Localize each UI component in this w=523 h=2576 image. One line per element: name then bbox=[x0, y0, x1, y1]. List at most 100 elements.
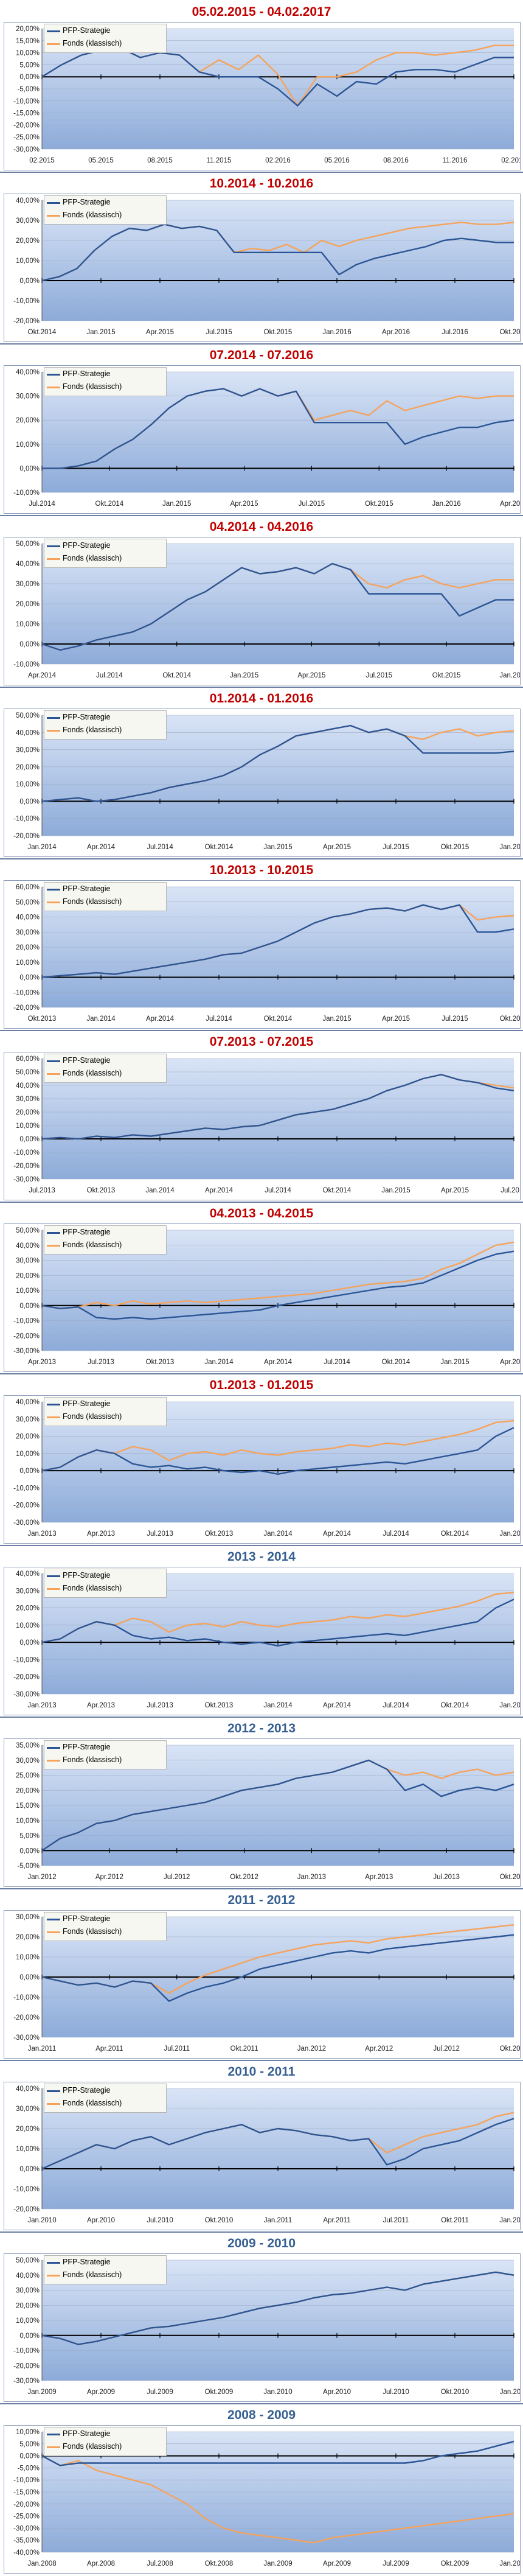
legend-swatch-fund bbox=[47, 1760, 60, 1762]
chart-legend: PFP-Strategie Fonds (klassisch) bbox=[44, 1912, 167, 1941]
y-tick-label: 0,00% bbox=[19, 2453, 40, 2460]
x-tick-label: 08.2015 bbox=[147, 157, 173, 164]
x-tick-label: Okt.2010 bbox=[441, 2389, 469, 2396]
x-tick-label: 11.2015 bbox=[207, 157, 232, 164]
y-tick-label: -5,00% bbox=[18, 2465, 40, 2472]
chart-frame: 40,00% 30,00% 20,00% 10,00% 0,00% -10,00% -20,… bbox=[4, 194, 521, 342]
y-tick-label: 15,00% bbox=[16, 1802, 40, 1810]
legend-label-fund: Fonds (klassisch) bbox=[63, 897, 122, 906]
y-tick-label: 40,00% bbox=[16, 2085, 40, 2093]
y-tick-label: -25,00% bbox=[13, 2513, 40, 2521]
chart-panel: 07.2014 - 07.2016 40,00% 30,00% 20,00% 10,00… bbox=[0, 343, 523, 515]
y-tick-label: 20,00% bbox=[16, 1272, 40, 1279]
y-tick-label: 10,00% bbox=[16, 1287, 40, 1295]
panel-divider bbox=[0, 1717, 523, 1718]
legend-item-fund: Fonds (klassisch) bbox=[44, 37, 166, 50]
chart-legend: PFP-Strategie Fonds (klassisch) bbox=[44, 1397, 167, 1426]
legend-item-strategy: PFP-Strategie bbox=[44, 2084, 166, 2097]
chart-frame: 50,00% 40,00% 30,00% 20,00% 10,00% 0,00% -10,0… bbox=[4, 709, 521, 857]
y-tick-label: -15,00% bbox=[13, 2489, 40, 2496]
x-tick-label: Jul.2016 bbox=[442, 329, 468, 336]
series-line-fund bbox=[41, 2455, 514, 2544]
y-tick-label: 40,00% bbox=[16, 1399, 40, 1406]
series-line-strategy bbox=[41, 2440, 514, 2466]
y-tick-label: 20,00% bbox=[16, 944, 40, 951]
y-tick-label: 0,00% bbox=[19, 2166, 40, 2173]
y-tick-label: -30,00% bbox=[13, 2034, 40, 2042]
y-tick-label: -10,00% bbox=[13, 1485, 40, 1492]
y-tick-label: 20,00% bbox=[16, 1605, 40, 1612]
chart-frame: 50,00% 40,00% 30,00% 20,00% 10,00% 0,00% -10,0… bbox=[4, 2253, 521, 2402]
legend-label-strategy: PFP-Strategie bbox=[63, 1228, 111, 1236]
y-tick-label: -30,00% bbox=[13, 146, 40, 153]
x-tick-label: Jan.2015 bbox=[322, 1015, 351, 1023]
x-tick-label: Apr.2015 bbox=[297, 672, 325, 679]
chart-frame: 50,00% 40,00% 30,00% 20,00% 10,00% 0,00% -10,0… bbox=[4, 537, 521, 685]
x-tick-label: Jan.2016 bbox=[499, 672, 520, 679]
legend-swatch-strategy bbox=[47, 1919, 60, 1920]
chart-legend: PFP-Strategie Fonds (klassisch) bbox=[44, 2084, 167, 2113]
legend-label-strategy: PFP-Strategie bbox=[63, 2429, 111, 2438]
legend-item-strategy: PFP-Strategie bbox=[44, 2427, 166, 2440]
y-tick-label: 30,00% bbox=[16, 1757, 40, 1765]
y-tick-label: -40,00% bbox=[13, 2549, 40, 2557]
chart-frame: 60,00% 50,00% 40,00% 30,00% 20,00% 10,00% 0,00… bbox=[4, 1052, 521, 1200]
chart-title: 10.2013 - 10.2015 bbox=[209, 863, 314, 877]
y-tick-label: -10,00% bbox=[13, 489, 40, 497]
legend-label-fund: Fonds (klassisch) bbox=[63, 554, 122, 562]
legend-label-strategy: PFP-Strategie bbox=[63, 884, 111, 893]
chart-legend: PFP-Strategie Fonds (klassisch) bbox=[44, 24, 167, 53]
x-tick-label: 05.2016 bbox=[324, 157, 350, 164]
legend-label-strategy: PFP-Strategie bbox=[63, 2086, 111, 2095]
legend-item-strategy: PFP-Strategie bbox=[44, 1741, 166, 1754]
x-tick-label: Okt.2015 bbox=[264, 329, 293, 336]
y-tick-label: 30,00% bbox=[16, 217, 40, 225]
chart-legend: PFP-Strategie Fonds (klassisch) bbox=[44, 2255, 167, 2284]
chart-panel: 05.02.2015 - 04.02.2017 20,00% 15,00% 10,00… bbox=[0, 0, 523, 172]
legend-item-fund: Fonds (klassisch) bbox=[44, 724, 166, 737]
legend-item-strategy: PFP-Strategie bbox=[44, 1913, 166, 1925]
legend-swatch-fund bbox=[47, 1416, 60, 1418]
x-tick-label: Okt.2014 bbox=[323, 1187, 352, 1194]
x-tick-label: Okt.2015 bbox=[500, 1015, 520, 1023]
y-tick-label: 10,00% bbox=[16, 959, 40, 967]
y-tick-label: -20,00% bbox=[13, 2014, 40, 2021]
x-tick-label: Okt.2014 bbox=[95, 500, 124, 508]
x-tick-label: Apr.2014 bbox=[87, 844, 116, 851]
x-tick-label: Apr.2015 bbox=[500, 1359, 520, 1366]
chart-panel: 04.2013 - 04.2015 50,00% 40,00% 30,00% 20,00… bbox=[0, 1202, 523, 1373]
x-tick-label: Jul.2011 bbox=[164, 2045, 190, 2053]
legend-item-fund: Fonds (klassisch) bbox=[44, 1239, 166, 1251]
y-tick-label: 10,00% bbox=[16, 257, 40, 265]
x-tick-label: Jul.2008 bbox=[147, 2560, 173, 2567]
x-tick-label: Jan.2015 bbox=[162, 500, 191, 508]
legend-item-fund: Fonds (klassisch) bbox=[44, 1754, 166, 1766]
x-tick-label: Apr.2013 bbox=[87, 1702, 115, 1709]
y-tick-label: 0,00% bbox=[19, 74, 40, 81]
x-tick-label: Jul.2015 bbox=[366, 672, 392, 679]
x-tick-label: Apr.2009 bbox=[87, 2389, 115, 2396]
chart-title: 2010 - 2011 bbox=[227, 2065, 296, 2079]
x-tick-label: Jan.2009 bbox=[263, 2560, 292, 2567]
chart-legend: PFP-Strategie Fonds (klassisch) bbox=[44, 1740, 167, 1769]
chart-frame: 20,00% 15,00% 10,00% 5,00% 0,00% -5,00% -10,00… bbox=[4, 22, 521, 170]
y-tick-label: -10,00% bbox=[13, 989, 40, 996]
x-tick-label: Apr.2011 bbox=[95, 2045, 123, 2053]
y-tick-label: 30,00% bbox=[16, 747, 40, 754]
series-line-strategy bbox=[41, 1759, 514, 1852]
legend-label-strategy: PFP-Strategie bbox=[63, 1399, 111, 1408]
y-tick-label: 0,00% bbox=[19, 1303, 40, 1310]
chart-legend: PFP-Strategie Fonds (klassisch) bbox=[44, 1569, 167, 1598]
legend-item-strategy: PFP-Strategie bbox=[44, 1226, 166, 1239]
y-tick-label: 40,00% bbox=[16, 2272, 40, 2280]
series-line-strategy bbox=[41, 223, 514, 282]
panel-divider bbox=[0, 172, 523, 173]
x-tick-label: 02.2016 bbox=[265, 157, 291, 164]
legend-item-strategy: PFP-Strategie bbox=[44, 24, 166, 37]
x-tick-label: Okt.2011 bbox=[441, 2217, 469, 2224]
y-tick-label: 0,00% bbox=[19, 641, 40, 648]
legend-label-fund: Fonds (klassisch) bbox=[63, 726, 122, 734]
y-tick-label: -10,00% bbox=[13, 2348, 40, 2355]
panel-divider bbox=[0, 687, 523, 688]
y-tick-label: 30,00% bbox=[16, 1587, 40, 1595]
